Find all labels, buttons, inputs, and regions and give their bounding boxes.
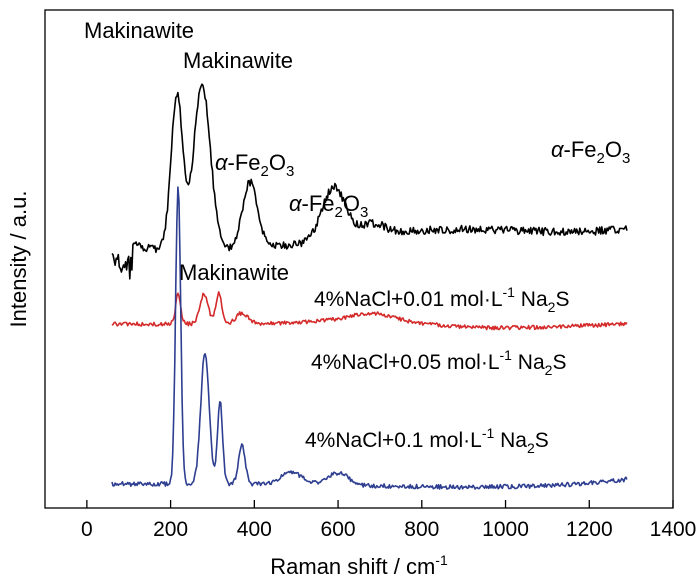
annotation-alpha-fe2o3-1: α-Fe2O3 [215, 150, 294, 180]
spectra [111, 83, 628, 490]
x-tick-label: 1400 [650, 518, 697, 541]
series-label-bottom: 4%NaCl+0.1 mol·L-1 Na2S [305, 425, 549, 456]
x-tick-label: 1000 [482, 518, 529, 541]
series-label-top: 4%NaCl+0.01 mol·L-1 Na2S [314, 284, 569, 315]
annotation-makinawite-1: Makinawite [84, 18, 194, 43]
plot-frame [44, 9, 674, 509]
x-tick-label: 200 [153, 518, 188, 541]
x-tick-label: 600 [321, 518, 356, 541]
x-tick-label: 400 [237, 518, 272, 541]
x-axis: 0 200 400 600 800 1000 1200 1400 [81, 500, 696, 541]
series-label-middle: 4%NaCl+0.05 mol·L-1 Na2S [311, 347, 566, 378]
annotation-makinawite-3: Makinawite [179, 260, 289, 285]
series-line-middle [111, 291, 628, 331]
x-tick-label: 800 [404, 518, 439, 541]
x-tick-label: 0 [81, 518, 93, 541]
annotation-alpha-fe2o3-3: α-Fe2O3 [551, 137, 630, 167]
y-axis-title: Intensity / a.u. [6, 191, 31, 328]
annotation-alpha-fe2o3-2: α-Fe2O3 [289, 191, 368, 221]
x-tick-label: 1200 [566, 518, 613, 541]
series-line-top [111, 83, 628, 280]
annotation-makinawite-2: Makinawite [183, 48, 293, 73]
series-line-bottom [111, 186, 628, 490]
x-axis-title: Raman shift / cm-1 [270, 552, 448, 579]
